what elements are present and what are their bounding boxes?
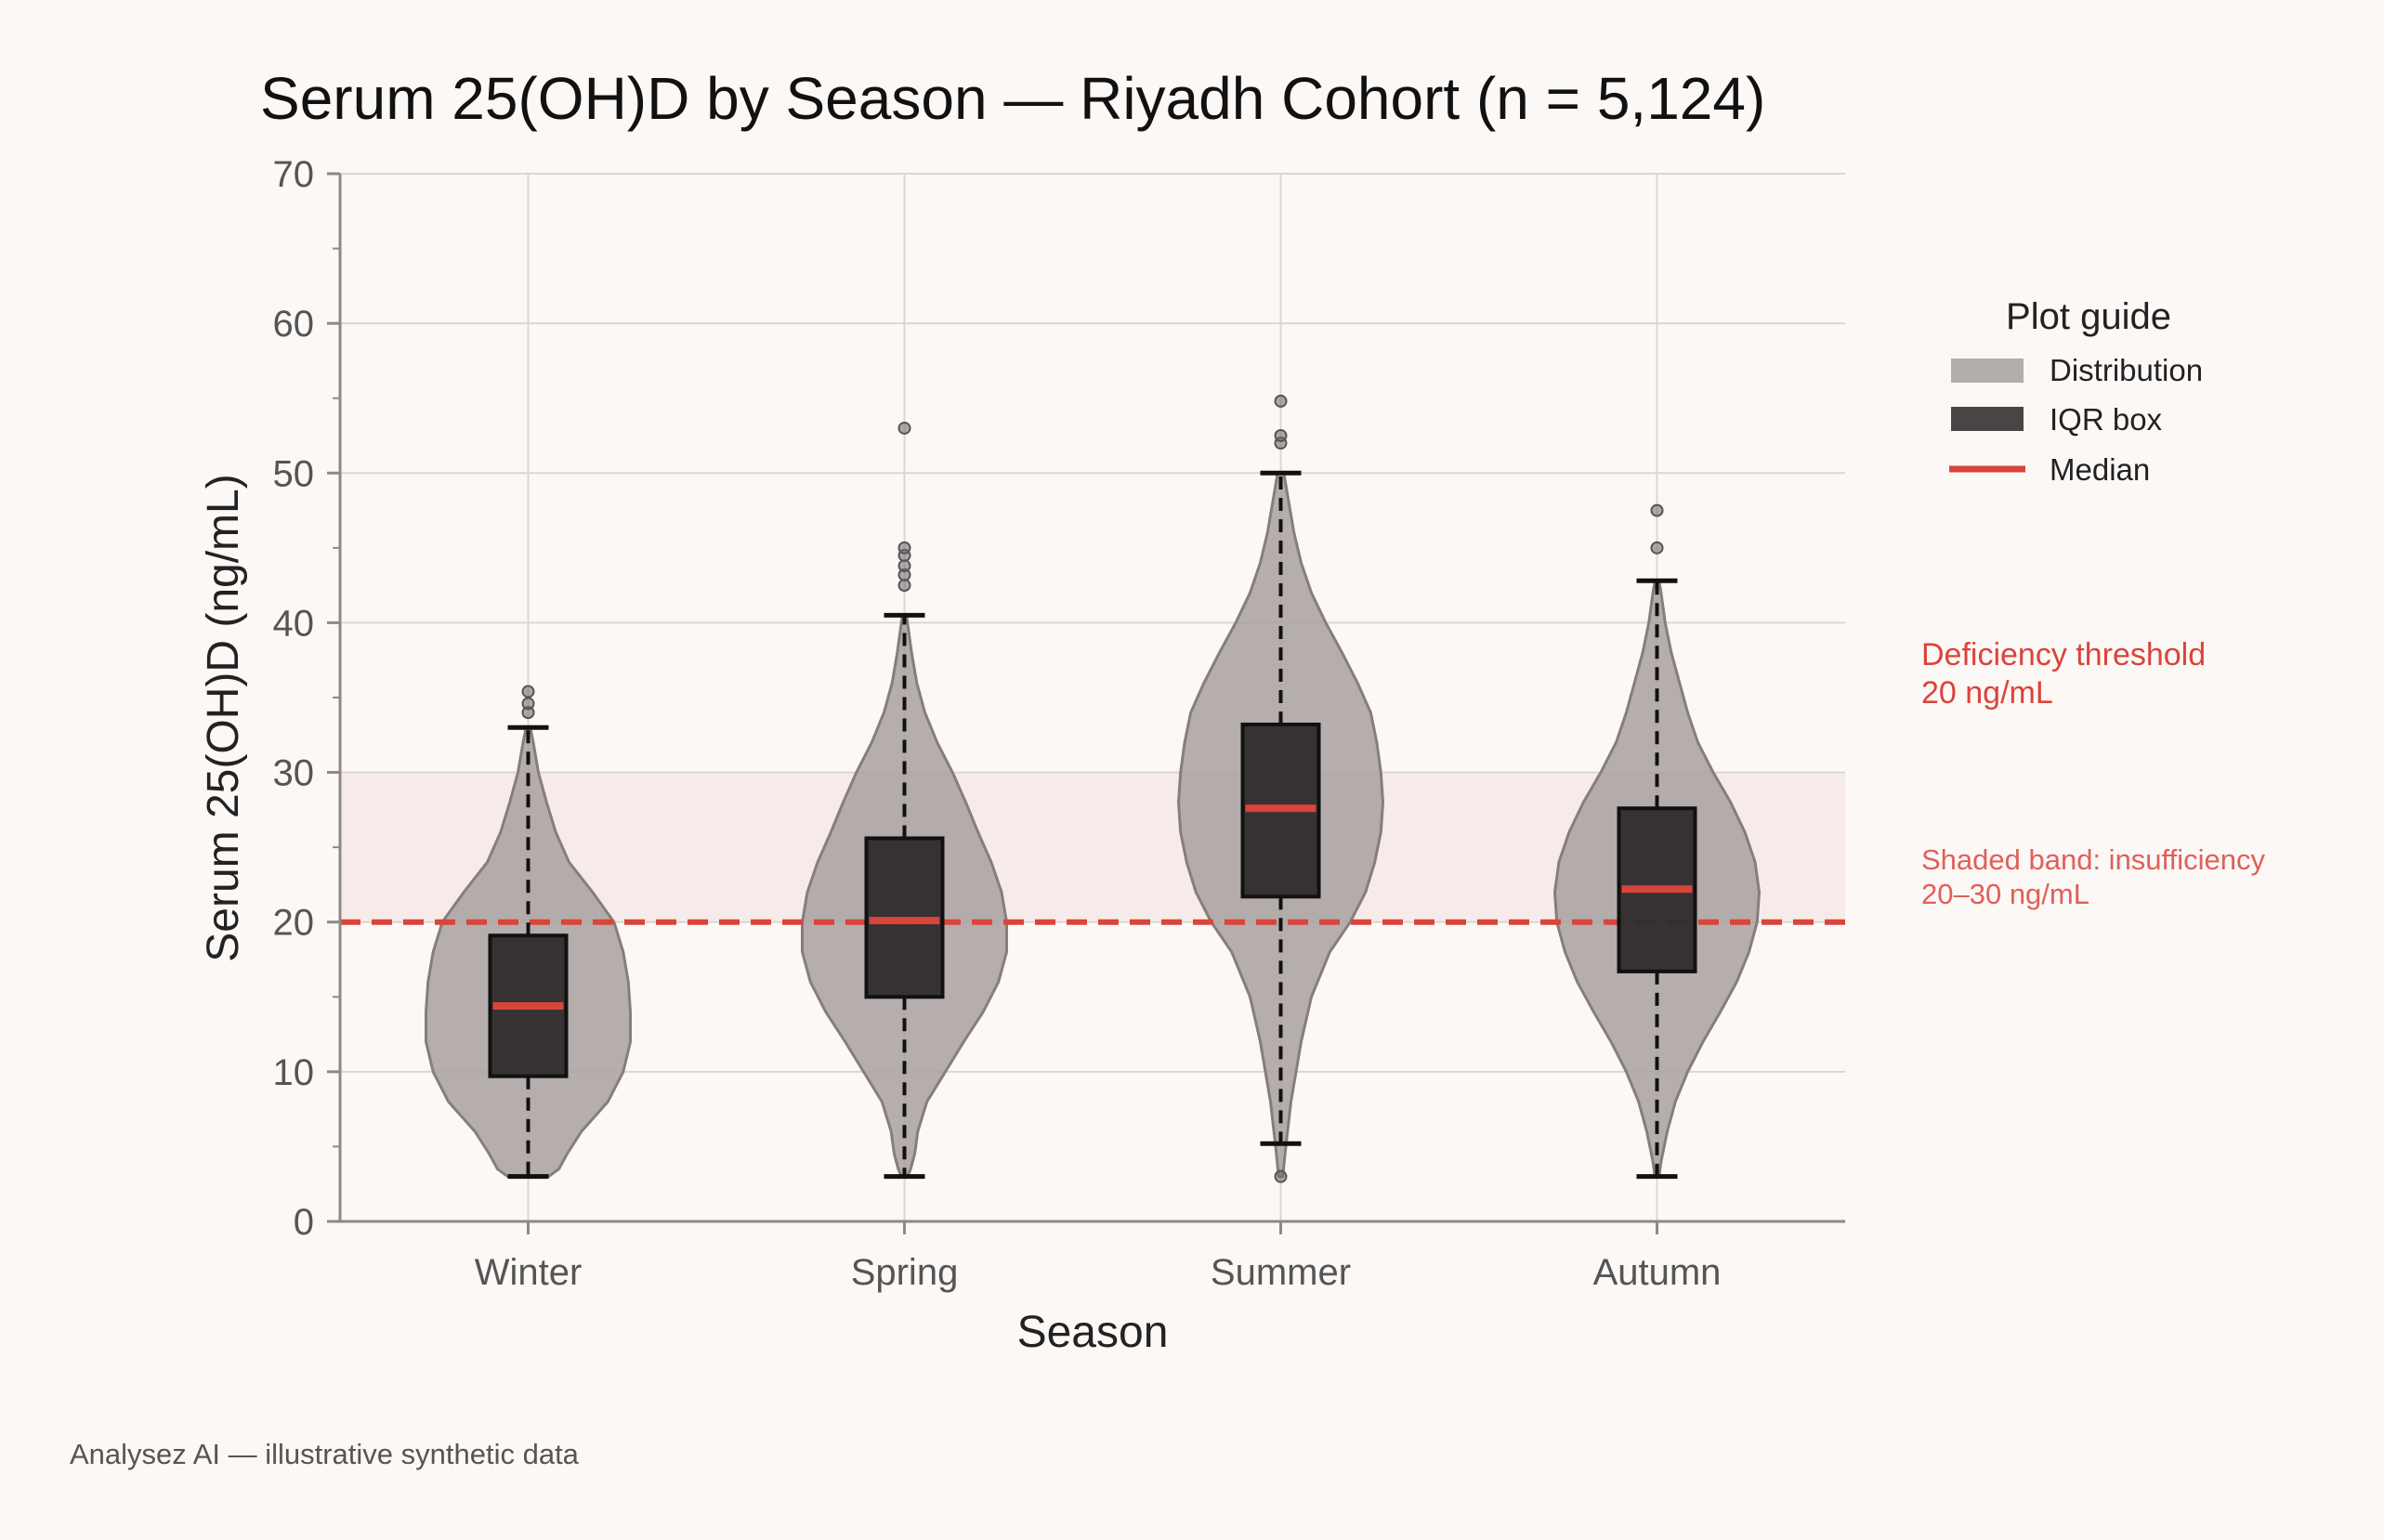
footnote: Analysez AI — illustrative synthetic dat… — [70, 1438, 580, 1470]
legend-label-median: Median — [2050, 452, 2150, 487]
x-tick-labels: Winter Spring Summer Autumn — [475, 1252, 1722, 1293]
y-tick-labels: 0 10 20 30 40 50 60 70 — [273, 154, 315, 1243]
outlier-point — [521, 697, 535, 711]
outlier-point — [897, 559, 911, 573]
y-tick-label: 0 — [294, 1202, 314, 1243]
legend-swatch-iqr-box — [1951, 407, 2024, 431]
y-tick-label: 60 — [273, 304, 315, 345]
x-tick-label-winter: Winter — [475, 1252, 583, 1293]
deficiency-annotation-line2: 20 ng/mL — [1921, 675, 2053, 711]
legend-swatch-distribution — [1951, 359, 2024, 383]
x-tick-label-spring: Spring — [851, 1252, 959, 1293]
y-tick-label: 30 — [273, 753, 315, 794]
outlier-point — [1650, 541, 1664, 555]
outlier-point — [1274, 394, 1288, 408]
band-annotation-line2: 20–30 ng/mL — [1921, 878, 2089, 910]
outlier-point — [1274, 1169, 1288, 1183]
y-tick-label: 40 — [273, 603, 315, 644]
y-tick-label: 20 — [273, 903, 315, 944]
y-tick-label: 70 — [273, 154, 315, 195]
outlier-point — [1274, 429, 1288, 442]
outlier-point — [521, 685, 535, 698]
legend-title: Plot guide — [2006, 296, 2171, 337]
outlier-point — [1650, 503, 1664, 517]
y-tick-label: 50 — [273, 453, 315, 494]
outlier-point — [897, 421, 911, 435]
legend: Plot guide Distribution IQR box Median — [1949, 296, 2203, 487]
x-tick-label-summer: Summer — [1211, 1252, 1351, 1293]
plot-area: 0 10 20 30 40 50 60 70 Winter Spring Summer Autumn — [273, 154, 1845, 1293]
box-plots — [488, 394, 1697, 1183]
x-tick-label-autumn: Autumn — [1593, 1252, 1722, 1293]
legend-label-distribution: Distribution — [2050, 353, 2203, 387]
y-axis-title: Serum 25(OH)D (ng/mL) — [199, 474, 248, 961]
axes — [327, 172, 1845, 1234]
legend-label-iqr-box: IQR box — [2050, 402, 2163, 437]
band-annotation-line1: Shaded band: insufficiency — [1921, 843, 2265, 876]
y-tick-label: 10 — [273, 1052, 315, 1093]
outlier-point — [897, 541, 911, 555]
outlier-point — [897, 579, 911, 593]
x-axis-title: Season — [1017, 1308, 1169, 1357]
deficiency-annotation-line1: Deficiency threshold — [1921, 637, 2206, 672]
chart-title: Serum 25(OH)D by Season — Riyadh Cohort … — [260, 65, 1765, 132]
